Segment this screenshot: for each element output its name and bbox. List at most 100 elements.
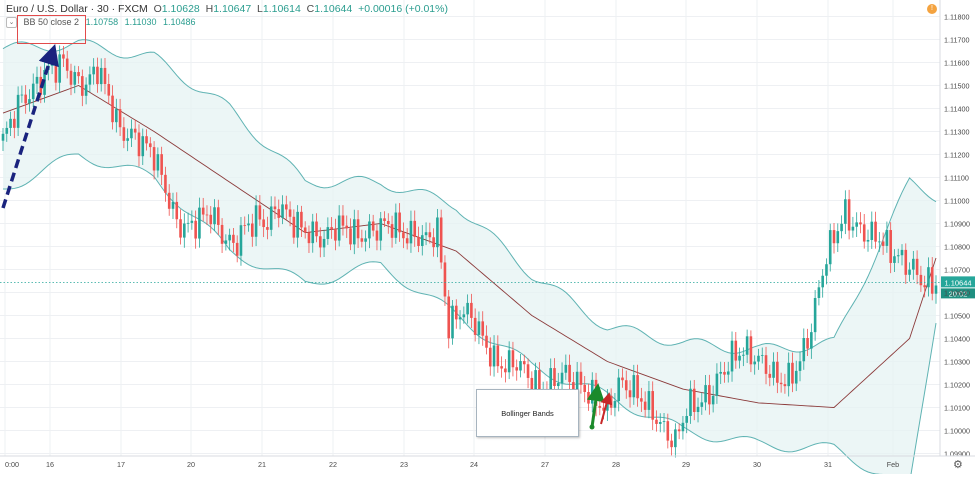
candle-body xyxy=(590,379,594,404)
candle-body xyxy=(810,332,813,349)
candle-body xyxy=(20,94,24,96)
annotation-callout[interactable]: Bollinger Bands xyxy=(476,389,579,437)
candle-body xyxy=(217,207,220,225)
x-tick-label: 0:00 xyxy=(5,460,19,469)
highlight-rectangle[interactable] xyxy=(17,15,86,44)
candle-body xyxy=(330,227,333,230)
candle-body xyxy=(632,375,636,398)
candle-body xyxy=(776,361,779,383)
candle-body xyxy=(515,367,519,371)
candle-body xyxy=(485,335,488,348)
candle-body xyxy=(145,136,148,144)
countdown-label: 20:02 xyxy=(949,289,968,298)
candle-body xyxy=(213,207,216,225)
candle-body xyxy=(13,118,16,128)
candle-body xyxy=(504,368,507,373)
candle-body xyxy=(428,232,432,238)
candle-body xyxy=(855,222,858,227)
close-label: C xyxy=(306,3,315,15)
candle-body xyxy=(77,72,80,77)
indicator-basis: 1.10758 xyxy=(85,17,119,27)
candle-body xyxy=(201,207,205,215)
x-tick-label: Feb xyxy=(887,460,899,469)
candle-body xyxy=(689,388,692,416)
open-value: 1.10628 xyxy=(161,3,200,15)
candle-body xyxy=(609,395,613,408)
candle-body xyxy=(640,398,643,402)
candle-body xyxy=(840,223,843,232)
candle-body xyxy=(65,58,69,71)
indicator-legend[interactable]: ⌄ BB 50 close 2 1.10758 1.11030 1.10486 xyxy=(6,17,196,29)
candle-body xyxy=(5,127,9,134)
candle-body xyxy=(930,267,934,294)
candle-body xyxy=(224,240,228,244)
candle-body xyxy=(711,395,715,405)
candle-body xyxy=(870,221,874,240)
candle-body xyxy=(851,226,855,231)
y-tick-label: 1.10600 xyxy=(944,289,970,298)
lower-band-line xyxy=(2,153,937,479)
candle-body xyxy=(288,209,292,217)
candle-body xyxy=(420,235,424,246)
candle-body xyxy=(111,95,114,123)
candle-body xyxy=(99,67,103,85)
collapse-caret-icon[interactable]: ⌄ xyxy=(6,17,17,29)
candle-body xyxy=(825,264,828,276)
indicator-name[interactable]: BB 50 close 2 xyxy=(23,17,80,27)
candle-body xyxy=(912,258,915,270)
candle-body xyxy=(454,305,458,320)
candle-body xyxy=(360,238,364,242)
candle-body xyxy=(198,207,201,239)
candle-body xyxy=(821,275,824,288)
x-axis: 0:00 16 17 20 21 22 23 24 27 28 29 30 31 Feb xyxy=(0,455,975,469)
candle-body xyxy=(560,372,564,384)
candle-body xyxy=(179,219,182,238)
candle-body xyxy=(284,204,288,210)
x-tick-label: 27 xyxy=(541,460,549,469)
candle-body xyxy=(439,217,443,263)
candle-body xyxy=(277,209,281,218)
candle-body xyxy=(186,222,190,224)
candle-body xyxy=(575,371,579,391)
last-price-tag xyxy=(941,276,975,288)
gear-icon[interactable]: ⚙ xyxy=(953,459,963,471)
alert-badge-icon[interactable]: ! xyxy=(927,4,937,14)
band-fill xyxy=(3,39,936,479)
candle-body xyxy=(220,224,224,244)
candle-body xyxy=(779,382,783,385)
candle-body xyxy=(806,338,809,349)
candle-body xyxy=(874,221,877,242)
candle-body xyxy=(859,222,862,225)
y-tick-label: 1.10000 xyxy=(944,427,970,436)
candle-body xyxy=(696,406,700,413)
candle-body xyxy=(692,388,696,413)
candle-body xyxy=(908,269,911,275)
candle-body xyxy=(183,223,186,238)
candle-body xyxy=(417,236,420,246)
candle-body xyxy=(209,214,213,225)
candle-body xyxy=(436,217,439,248)
candle-body xyxy=(511,350,515,368)
candle-body xyxy=(730,340,734,372)
candle-body xyxy=(794,370,798,384)
candle-body xyxy=(130,128,133,139)
candle-body xyxy=(326,227,330,239)
last-price-label: 1.10644 xyxy=(944,278,971,287)
high-value: 1.10647 xyxy=(213,3,252,15)
candle-body xyxy=(768,373,772,378)
candle-body xyxy=(583,384,587,392)
candle-body xyxy=(598,405,602,408)
candle-body xyxy=(383,218,386,222)
candle-body xyxy=(572,382,575,391)
candle-body xyxy=(481,321,485,336)
candle-body xyxy=(915,258,919,275)
candle-body xyxy=(745,336,749,355)
candle-body xyxy=(232,234,235,243)
candle-body xyxy=(375,230,379,241)
y-tick-label: 1.10700 xyxy=(944,266,970,275)
candle-body xyxy=(175,201,179,220)
candle-body xyxy=(636,375,639,399)
candle-body xyxy=(670,440,673,448)
